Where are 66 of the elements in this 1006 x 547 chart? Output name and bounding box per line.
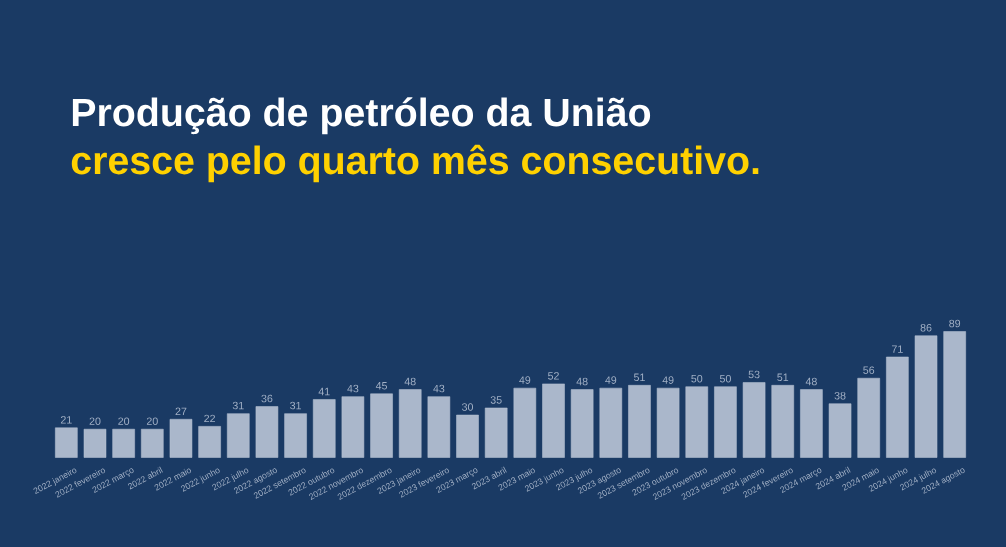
data-label: 86 [920, 323, 932, 332]
data-label: 43 [347, 384, 359, 393]
bar [513, 387, 537, 458]
bar [284, 413, 307, 458]
data-label: 48 [576, 377, 588, 386]
data-label: 21 [60, 416, 72, 424]
bar [599, 387, 623, 458]
bar [227, 413, 250, 458]
bar [427, 396, 451, 458]
bar [714, 386, 737, 458]
bar [456, 414, 479, 458]
data-label: 27 [175, 407, 187, 416]
chart-title: Produção de petróleo da União [72, 97, 651, 135]
data-label: 49 [662, 376, 674, 384]
bar [943, 331, 966, 458]
data-label: 22 [204, 414, 216, 423]
data-label: 45 [375, 382, 388, 390]
bar [112, 428, 135, 458]
data-label: 36 [261, 394, 273, 403]
bar [828, 403, 852, 458]
bar [656, 387, 680, 458]
bar [169, 419, 193, 458]
bar [800, 389, 823, 458]
data-label: 52 [547, 372, 559, 380]
data-label: 41 [318, 387, 330, 396]
data-label: 50 [691, 374, 703, 383]
bar [370, 393, 393, 458]
data-label: 51 [777, 373, 789, 382]
data-label: 53 [748, 370, 760, 379]
data-label: 20 [146, 417, 158, 425]
bar [341, 396, 365, 458]
bar [771, 385, 795, 458]
bar [83, 428, 107, 458]
bar [55, 427, 78, 458]
bar [398, 389, 422, 458]
bar [141, 428, 164, 458]
data-label: 51 [633, 373, 645, 382]
bar [886, 356, 909, 458]
bar [312, 399, 336, 458]
chart-subtitle: cresce pelo quarto mês consecutivo. [71, 144, 759, 183]
bar [914, 335, 938, 458]
data-label: 20 [118, 417, 130, 425]
bar [628, 385, 651, 458]
data-label: 48 [805, 377, 817, 386]
data-label: 43 [433, 384, 445, 393]
data-label: 56 [863, 366, 875, 374]
data-label: 38 [834, 391, 846, 400]
bar [484, 407, 508, 458]
data-label: 89 [949, 319, 961, 328]
bar [198, 426, 221, 458]
bar [255, 406, 279, 458]
bar [857, 377, 880, 458]
data-label: 49 [519, 376, 531, 384]
data-label: 35 [490, 396, 502, 404]
bar [742, 382, 766, 458]
data-label: 49 [605, 376, 617, 384]
data-label: 50 [719, 374, 731, 383]
data-label: 48 [404, 377, 416, 386]
bar [685, 386, 709, 458]
data-label: 30 [461, 403, 474, 411]
data-label: 20 [89, 417, 101, 425]
data-label: 31 [290, 401, 301, 410]
data-label: 71 [891, 345, 903, 353]
data-label: 31 [232, 401, 244, 410]
bar [570, 389, 594, 458]
bar [542, 383, 565, 458]
